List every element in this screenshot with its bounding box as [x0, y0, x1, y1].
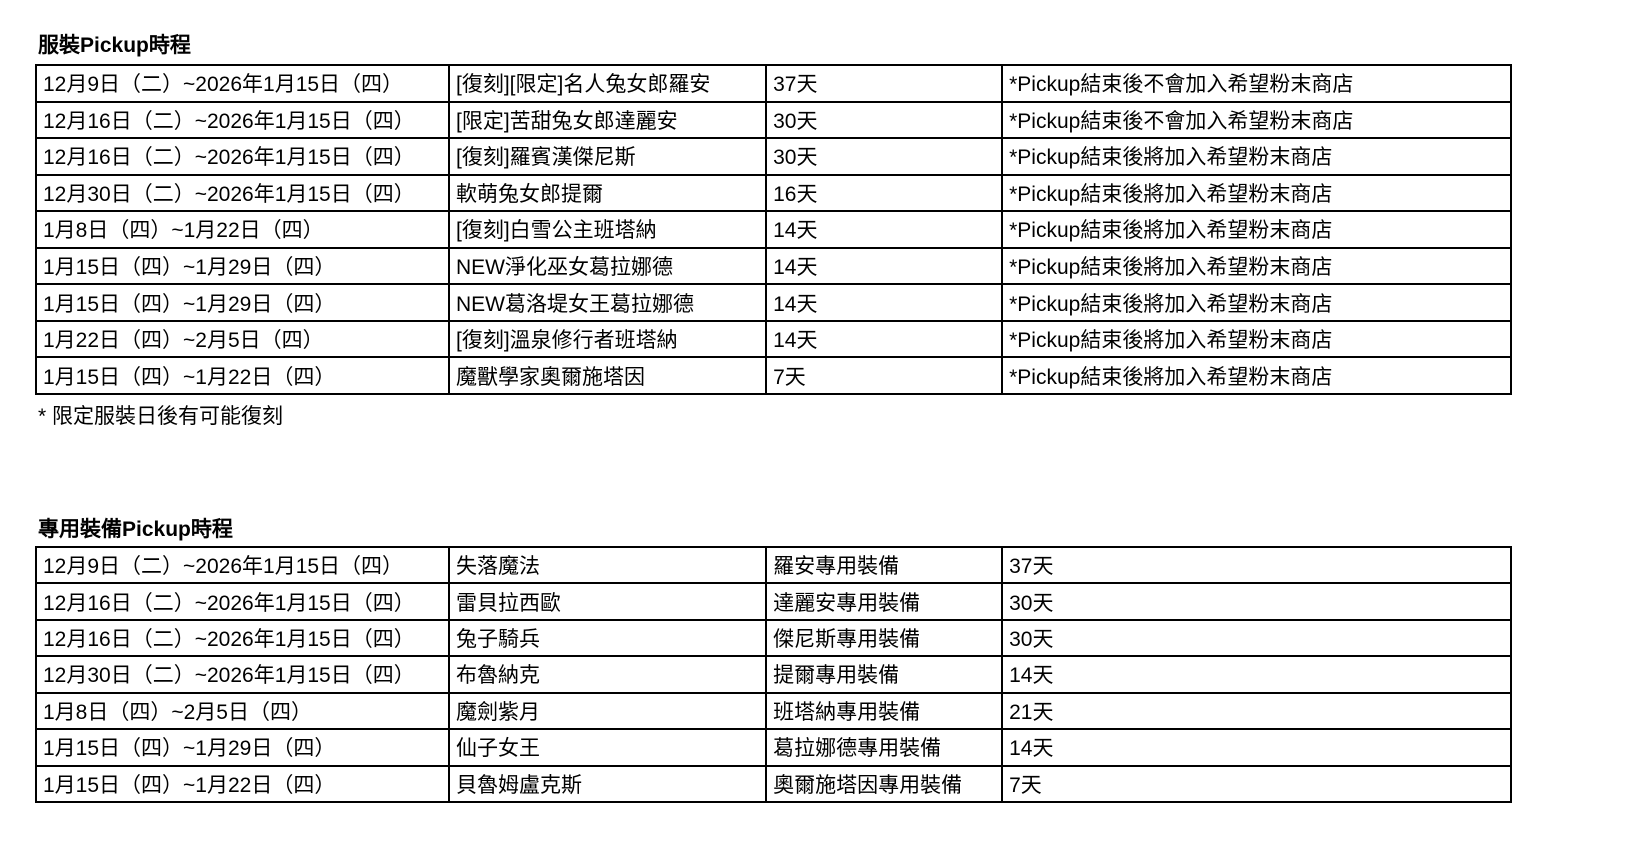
table-row: 12月30日（二）~2026年1月15日（四） 軟萌兔女郎提爾 16天 *Pickup…	[35, 173, 1512, 213]
table-cell: 失落魔法	[447, 545, 768, 585]
table-cell: 12月30日（二）~2026年1月15日（四）	[35, 173, 450, 213]
table-cell: *Pickup結束後不會加入希望粉末商店	[1001, 100, 1512, 140]
table-cell: [復刻]羅賓漢傑尼斯	[447, 137, 768, 176]
table-cell: 12月16日（二）~2026年1月15日（四）	[35, 582, 450, 621]
table-row: 1月8日（四）~2月5日（四） 魔劍紫月 班塔納專用裝備 21天	[35, 691, 1512, 731]
table-cell: 37天	[1001, 545, 1512, 585]
table-cell: *Pickup結束後將加入希望粉末商店	[1001, 283, 1512, 322]
table-cell: 12月16日（二）~2026年1月15日（四）	[35, 137, 450, 176]
equipment-pickup-section-title: 專用裝備Pickup時程	[38, 518, 233, 541]
table-cell: 12月9日（二）~2026年1月15日（四）	[35, 64, 450, 103]
table-cell: [復刻]溫泉修行者班塔納	[447, 319, 768, 359]
table-cell: *Pickup結束後將加入希望粉末商店	[1001, 356, 1512, 395]
table-cell: *Pickup結束後將加入希望粉末商店	[1001, 137, 1512, 176]
table-row: 12月9日（二）~2026年1月15日（四） 失落魔法 羅安專用裝備 37天	[35, 545, 1512, 585]
table-cell: 雷貝拉西歐	[447, 582, 768, 621]
table-cell: *Pickup結束後不會加入希望粉末商店	[1001, 64, 1512, 103]
table-cell: 30天	[1001, 582, 1512, 621]
table-cell: 仙子女王	[447, 728, 768, 767]
table-cell: 30天	[765, 100, 1004, 140]
costume-pickup-table: 12月9日（二）~2026年1月15日（四） [復刻][限定]名人兔女郎羅安 37天…	[35, 64, 1512, 395]
table-cell: [限定]苦甜兔女郎達麗安	[447, 100, 768, 140]
table-cell: 班塔納專用裝備	[765, 691, 1004, 731]
table-cell: 30天	[765, 137, 1004, 176]
table-cell: *Pickup結束後將加入希望粉末商店	[1001, 210, 1512, 249]
table-cell: 14天	[1001, 655, 1512, 694]
table-cell: 達麗安專用裝備	[765, 582, 1004, 621]
table-row: 1月15日（四）~1月29日（四） NEW淨化巫女葛拉娜德 14天 *Pickup結束…	[35, 246, 1512, 286]
table-cell: 奧爾施塔因專用裝備	[765, 764, 1004, 804]
table-row: 1月15日（四）~1月29日（四） NEW葛洛堤女王葛拉娜德 14天 *Pickup結…	[35, 283, 1512, 322]
table-row: 12月16日（二）~2026年1月15日（四） 兔子騎兵 傑尼斯專用裝備 30天	[35, 618, 1512, 658]
table-cell: 12月30日（二）~2026年1月15日（四）	[35, 655, 450, 694]
table-cell: 14天	[1001, 728, 1512, 767]
table-cell: [復刻]白雪公主班塔納	[447, 210, 768, 249]
table-row: 1月22日（四）~2月5日（四） [復刻]溫泉修行者班塔納 14天 *Pickup結束…	[35, 319, 1512, 359]
table-cell: 1月15日（四）~1月29日（四）	[35, 246, 450, 286]
equipment-pickup-table: 12月9日（二）~2026年1月15日（四） 失落魔法 羅安專用裝備 37天 12月16…	[35, 545, 1512, 804]
table-cell: 12月16日（二）~2026年1月15日（四）	[35, 618, 450, 658]
table-cell: NEW葛洛堤女王葛拉娜德	[447, 283, 768, 322]
table-cell: 葛拉娜德專用裝備	[765, 728, 1004, 767]
table-cell: 布魯納克	[447, 655, 768, 694]
table-cell: 提爾專用裝備	[765, 655, 1004, 694]
table-cell: 16天	[765, 173, 1004, 213]
table-cell: 傑尼斯專用裝備	[765, 618, 1004, 658]
table-row: 12月16日（二）~2026年1月15日（四） 雷貝拉西歐 達麗安專用裝備 30天	[35, 582, 1512, 621]
table-cell: 1月8日（四）~1月22日（四）	[35, 210, 450, 249]
table-cell: 37天	[765, 64, 1004, 103]
table-cell: *Pickup結束後將加入希望粉末商店	[1001, 173, 1512, 213]
costume-pickup-section-title: 服裝Pickup時程	[38, 34, 191, 57]
table-cell: 1月15日（四）~1月22日（四）	[35, 356, 450, 395]
table-row: 12月9日（二）~2026年1月15日（四） [復刻][限定]名人兔女郎羅安 37天…	[35, 64, 1512, 103]
table-cell: 魔獸學家奧爾施塔因	[447, 356, 768, 395]
table-cell: 1月15日（四）~1月29日（四）	[35, 728, 450, 767]
table-row: 12月16日（二）~2026年1月15日（四） [復刻]羅賓漢傑尼斯 30天 *Pic…	[35, 137, 1512, 176]
table-cell: 12月16日（二）~2026年1月15日（四）	[35, 100, 450, 140]
table-row: 1月8日（四）~1月22日（四） [復刻]白雪公主班塔納 14天 *Pickup結束後…	[35, 210, 1512, 249]
table-cell: 軟萌兔女郎提爾	[447, 173, 768, 213]
table-row: 1月15日（四）~1月22日（四） 貝魯姆盧克斯 奧爾施塔因專用裝備 7天	[35, 764, 1512, 804]
table-cell: 1月15日（四）~1月29日（四）	[35, 283, 450, 322]
table-cell: 羅安專用裝備	[765, 545, 1004, 585]
table-row: 12月16日（二）~2026年1月15日（四） [限定]苦甜兔女郎達麗安 30天 *P…	[35, 100, 1512, 140]
table-cell: 1月8日（四）~2月5日（四）	[35, 691, 450, 731]
limited-costume-footnote: * 限定服裝日後有可能復刻	[38, 405, 284, 428]
table-cell: 兔子騎兵	[447, 618, 768, 658]
table-cell: NEW淨化巫女葛拉娜德	[447, 246, 768, 286]
table-cell: 貝魯姆盧克斯	[447, 764, 768, 804]
table-cell: 14天	[765, 246, 1004, 286]
table-row: 1月15日（四）~1月22日（四） 魔獸學家奧爾施塔因 7天 *Pickup結束後將加…	[35, 356, 1512, 395]
table-cell: *Pickup結束後將加入希望粉末商店	[1001, 246, 1512, 286]
table-cell: 14天	[765, 210, 1004, 249]
table-cell: 12月9日（二）~2026年1月15日（四）	[35, 545, 450, 585]
table-cell: 7天	[1001, 764, 1512, 804]
table-cell: [復刻][限定]名人兔女郎羅安	[447, 64, 768, 103]
table-cell: 魔劍紫月	[447, 691, 768, 731]
table-cell: *Pickup結束後將加入希望粉末商店	[1001, 319, 1512, 359]
table-row: 12月30日（二）~2026年1月15日（四） 布魯納克 提爾專用裝備 14天	[35, 655, 1512, 694]
table-cell: 1月22日（四）~2月5日（四）	[35, 319, 450, 359]
table-cell: 21天	[1001, 691, 1512, 731]
table-cell: 1月15日（四）~1月22日（四）	[35, 764, 450, 804]
table-cell: 14天	[765, 319, 1004, 359]
table-cell: 7天	[765, 356, 1004, 395]
table-cell: 30天	[1001, 618, 1512, 658]
table-row: 1月15日（四）~1月29日（四） 仙子女王 葛拉娜德專用裝備 14天	[35, 728, 1512, 767]
table-cell: 14天	[765, 283, 1004, 322]
